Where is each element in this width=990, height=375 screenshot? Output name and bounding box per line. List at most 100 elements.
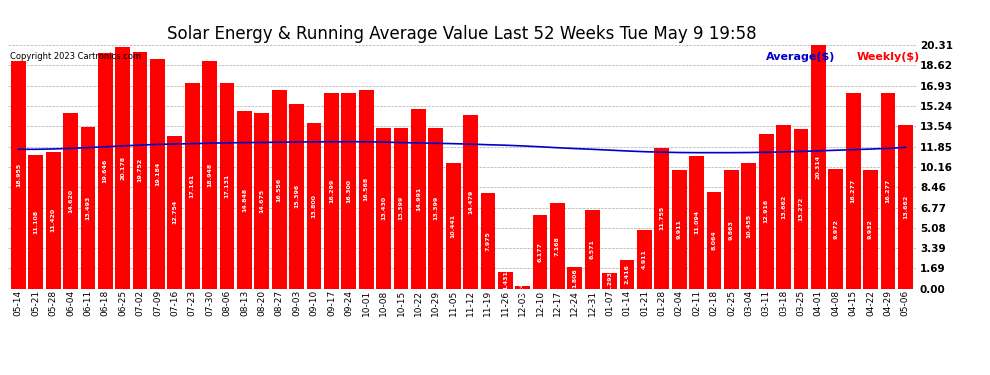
Bar [567, 267, 582, 289]
Text: 12.916: 12.916 [763, 199, 768, 223]
Text: 2.416: 2.416 [625, 264, 630, 284]
Bar [776, 125, 791, 289]
Bar [254, 112, 269, 289]
Bar [289, 104, 304, 289]
Bar [342, 93, 356, 289]
Bar [307, 123, 322, 289]
Text: 13.662: 13.662 [781, 195, 786, 219]
Text: 8.064: 8.064 [712, 231, 717, 250]
Text: 16.556: 16.556 [277, 177, 282, 201]
Bar [602, 273, 617, 289]
Text: 13.272: 13.272 [799, 197, 804, 221]
Bar [550, 203, 565, 289]
Text: 10.441: 10.441 [450, 214, 455, 238]
Text: 16.277: 16.277 [885, 179, 890, 203]
Text: 9.911: 9.911 [677, 219, 682, 239]
Text: 17.131: 17.131 [225, 174, 230, 198]
Text: 13.493: 13.493 [85, 196, 90, 220]
Bar [516, 286, 530, 289]
Bar [863, 170, 878, 289]
Bar [185, 83, 200, 289]
Bar [794, 129, 809, 289]
Text: 13.430: 13.430 [381, 196, 386, 220]
Bar [272, 90, 287, 289]
Text: 14.675: 14.675 [259, 189, 264, 213]
Text: 11.094: 11.094 [694, 210, 699, 234]
Bar [689, 156, 704, 289]
Text: 18.955: 18.955 [16, 163, 21, 187]
Text: 14.620: 14.620 [68, 189, 73, 213]
Text: 15.396: 15.396 [294, 184, 299, 209]
Text: 14.848: 14.848 [242, 188, 247, 212]
Bar [358, 90, 373, 289]
Bar [498, 272, 513, 289]
Text: 14.479: 14.479 [468, 190, 473, 214]
Bar [845, 93, 860, 289]
Bar [115, 46, 130, 289]
Bar [98, 53, 113, 289]
Text: 11.420: 11.420 [50, 208, 55, 232]
Bar [376, 128, 391, 289]
Bar [829, 169, 843, 289]
Text: 16.300: 16.300 [346, 179, 351, 203]
Bar [80, 127, 95, 289]
Text: 16.277: 16.277 [850, 179, 855, 203]
Text: 6.571: 6.571 [590, 239, 595, 259]
Text: 1.431: 1.431 [503, 270, 508, 290]
Bar [585, 210, 600, 289]
Text: Average($): Average($) [766, 53, 836, 62]
Text: 14.991: 14.991 [416, 187, 421, 211]
Text: 19.646: 19.646 [103, 159, 108, 183]
Text: 11.108: 11.108 [34, 210, 39, 234]
Bar [620, 260, 635, 289]
Text: 4.911: 4.911 [642, 249, 646, 269]
Bar [29, 156, 44, 289]
Bar [707, 192, 722, 289]
Text: 1.293: 1.293 [607, 271, 612, 291]
Text: 19.752: 19.752 [138, 158, 143, 182]
Bar [394, 128, 408, 289]
Bar [880, 93, 895, 289]
Bar [237, 111, 251, 289]
Bar [533, 214, 547, 289]
Text: 7.975: 7.975 [485, 231, 490, 251]
Text: 13.800: 13.800 [312, 194, 317, 218]
Bar [429, 128, 444, 289]
Text: Copyright 2023 Cartronics.com: Copyright 2023 Cartronics.com [10, 53, 141, 61]
Title: Solar Energy & Running Average Value Last 52 Weeks Tue May 9 19:58: Solar Energy & Running Average Value Las… [167, 26, 756, 44]
Bar [46, 152, 60, 289]
Bar [63, 113, 78, 289]
Text: 13.399: 13.399 [398, 196, 404, 220]
Text: 19.184: 19.184 [155, 162, 160, 186]
Text: 16.568: 16.568 [363, 177, 368, 201]
Text: 6.177: 6.177 [538, 242, 543, 262]
Bar [758, 134, 773, 289]
Text: Weekly($): Weekly($) [856, 53, 920, 62]
Text: 9.932: 9.932 [868, 219, 873, 239]
Text: 9.972: 9.972 [834, 219, 839, 239]
Text: 20.314: 20.314 [816, 155, 821, 179]
Text: 11.755: 11.755 [659, 206, 664, 230]
Bar [446, 164, 460, 289]
Text: 13.662: 13.662 [903, 195, 908, 219]
Bar [724, 170, 739, 289]
Text: 20.178: 20.178 [120, 156, 125, 180]
Bar [480, 193, 495, 289]
Bar [202, 62, 217, 289]
Text: 0.243: 0.243 [520, 278, 526, 297]
Text: 10.455: 10.455 [746, 214, 751, 238]
Text: 7.168: 7.168 [555, 236, 560, 256]
Text: 16.299: 16.299 [329, 179, 334, 203]
Bar [411, 109, 426, 289]
Bar [672, 170, 687, 289]
Bar [150, 58, 165, 289]
Bar [654, 148, 669, 289]
Text: 13.399: 13.399 [434, 196, 439, 220]
Bar [898, 125, 913, 289]
Text: 12.754: 12.754 [172, 200, 177, 224]
Bar [167, 136, 182, 289]
Text: 9.863: 9.863 [729, 220, 734, 240]
Bar [11, 61, 26, 289]
Bar [811, 45, 826, 289]
Bar [742, 163, 756, 289]
